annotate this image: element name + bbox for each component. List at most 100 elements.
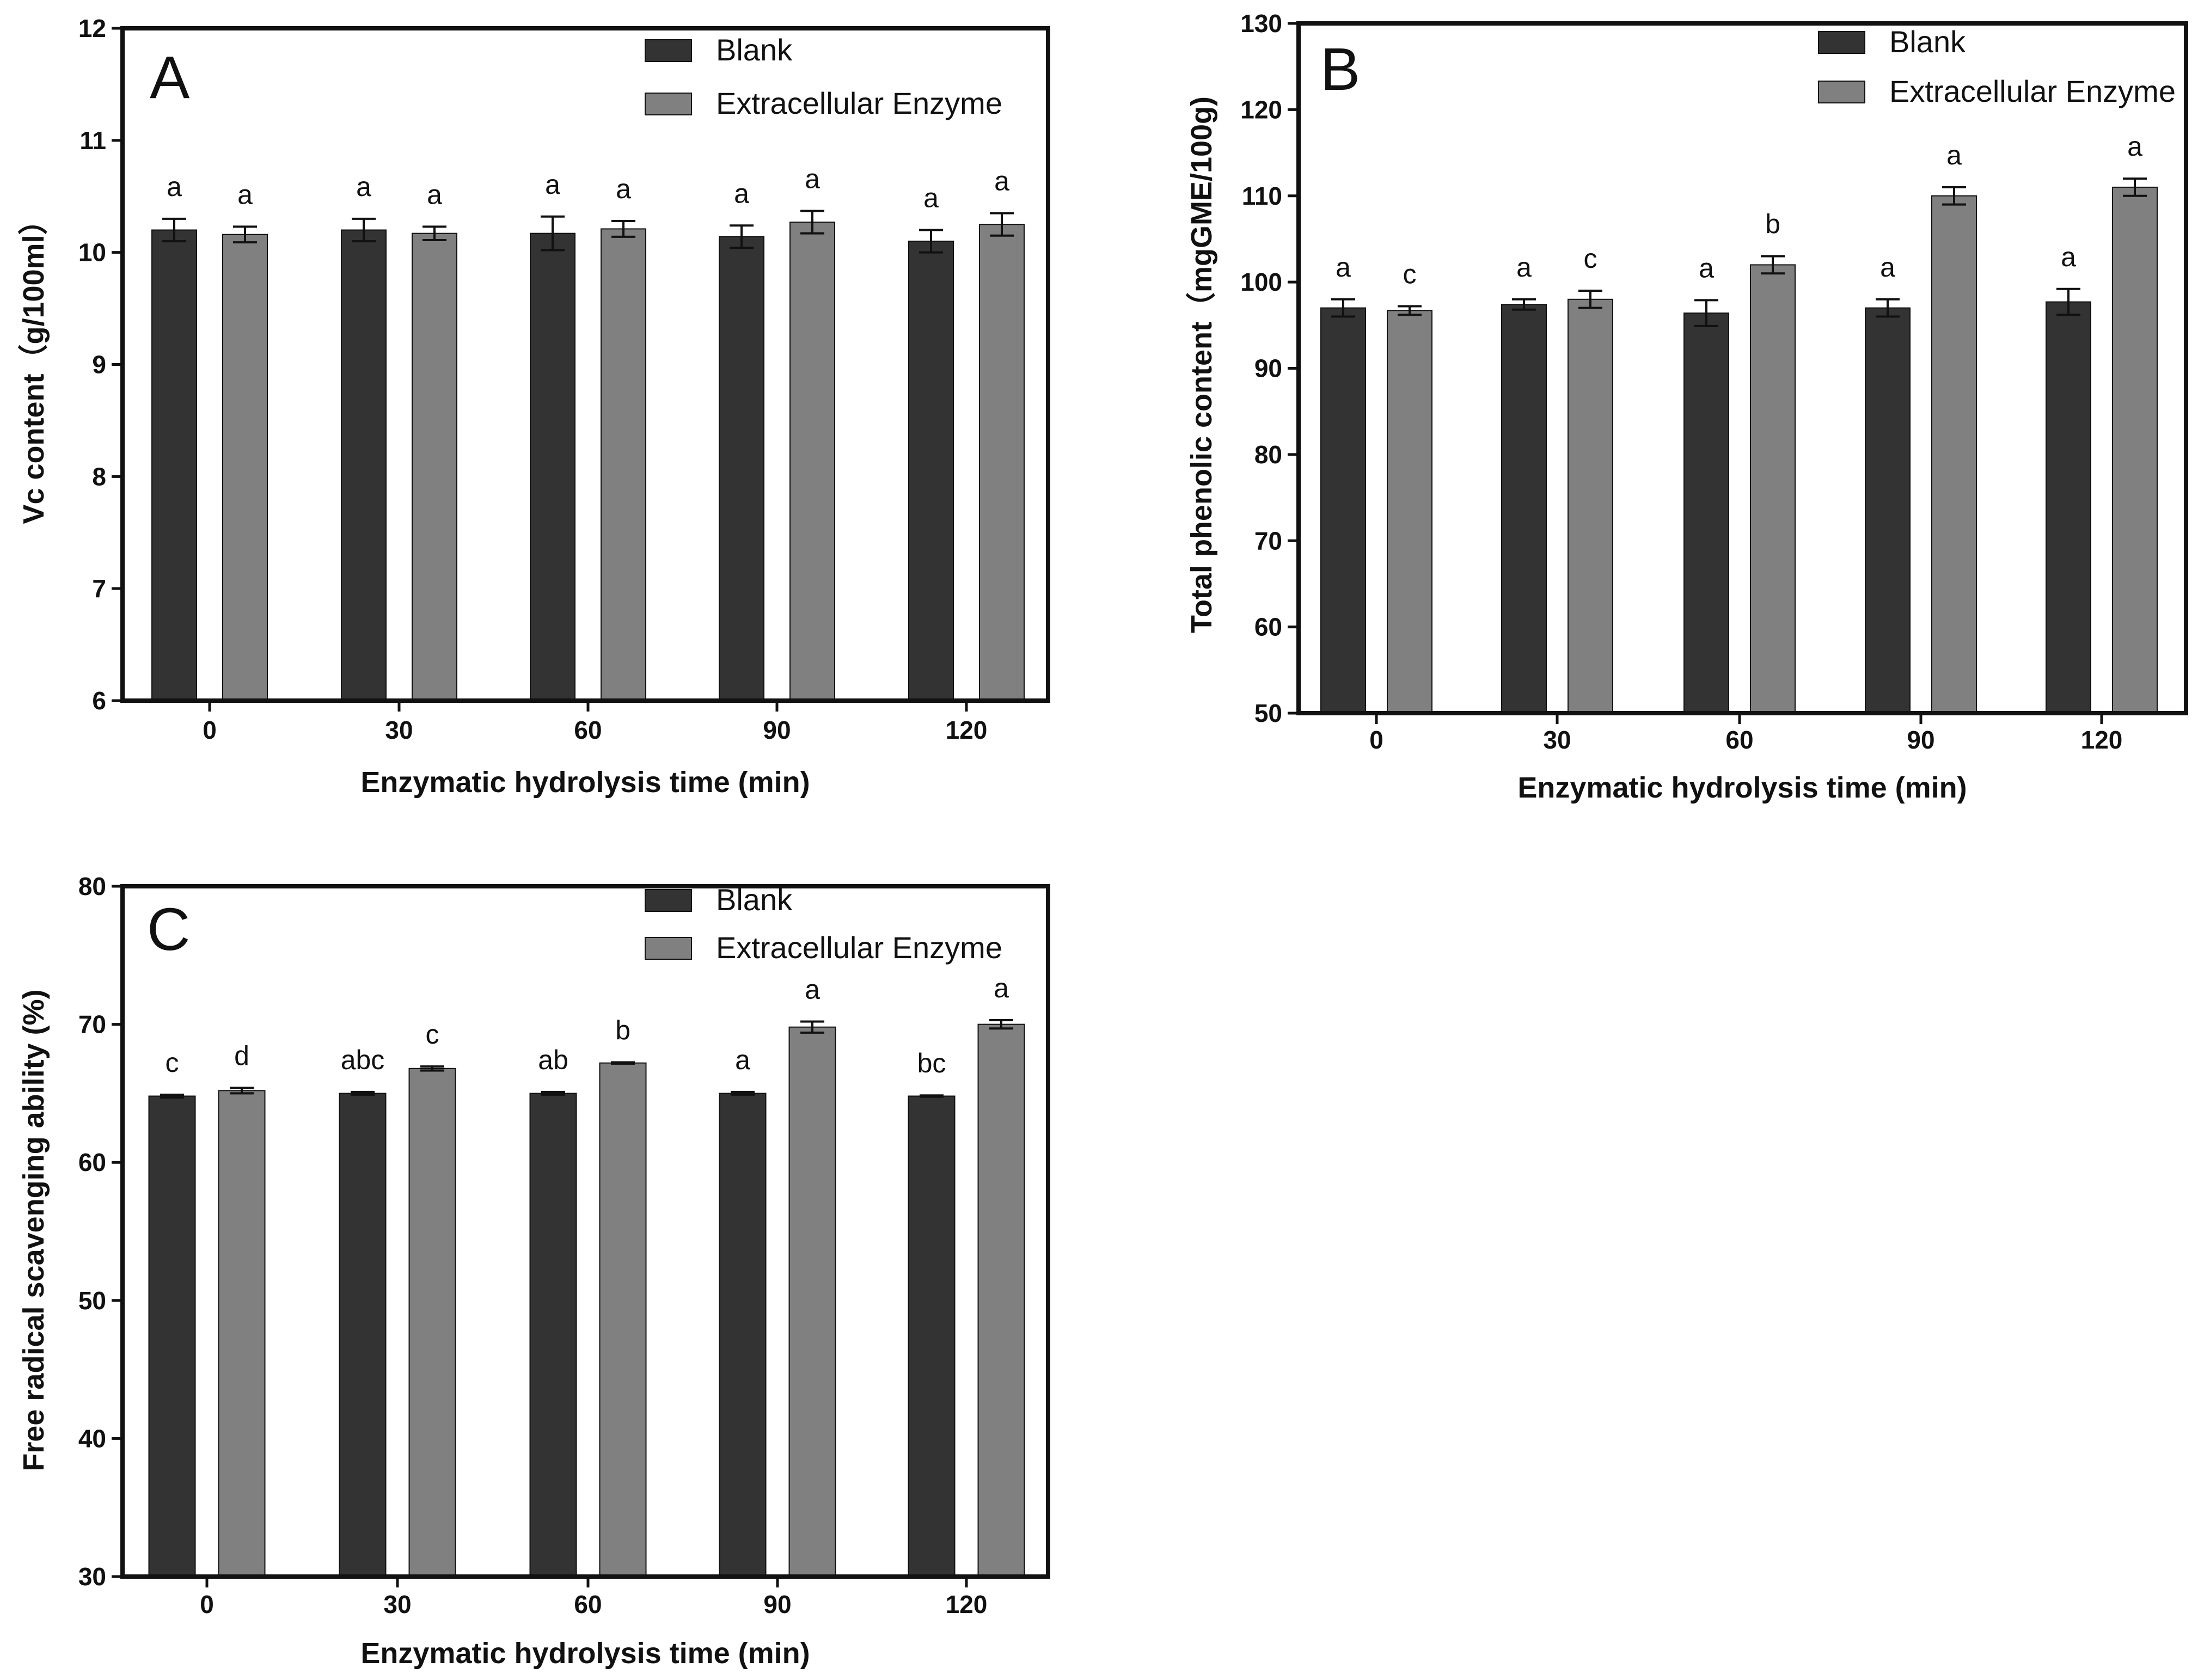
error-bar-enzyme-120: [2123, 177, 2147, 197]
y-tick-label-40: 40: [78, 1424, 106, 1452]
bar-enzyme-60: [599, 1062, 647, 1578]
legend-swatch-blank: [1818, 31, 1865, 54]
error-bar-blank-0: [1331, 298, 1355, 318]
significance-letter-enzyme-60: b: [615, 1015, 630, 1045]
error-bar-enzyme-0: [1398, 305, 1422, 316]
y-tick-label-130: 130: [1240, 9, 1282, 38]
x-axis-label: Enzymatic hydrolysis time (min): [360, 766, 810, 799]
x-tick-label-0: 0: [200, 1590, 214, 1618]
panel-label: B: [1320, 36, 1360, 103]
bar-enzyme-0: [222, 234, 268, 701]
error-bar-blank-60: [1694, 299, 1718, 327]
legend-label-blank: Blank: [716, 882, 793, 917]
error-bar-enzyme-60: [611, 1061, 635, 1065]
bar-enzyme-30: [412, 232, 457, 701]
significance-letter-blank-0: a: [167, 171, 182, 202]
error-bar-enzyme-90: [800, 210, 824, 235]
legend-label-enzyme: Extracellular Enzyme: [716, 930, 1002, 965]
y-tick-label-70: 70: [1254, 526, 1282, 555]
error-bar-blank-0: [160, 1093, 184, 1099]
bar-enzyme-120: [977, 1023, 1025, 1577]
error-bar-blank-30: [351, 1090, 375, 1096]
error-bar-blank-120: [919, 229, 943, 254]
x-tick-label-120: 120: [946, 716, 988, 744]
significance-letter-enzyme-0: c: [1403, 259, 1417, 289]
y-axis-label: Total phenolic content（mgGME/100g): [1185, 96, 1218, 633]
significance-letter-blank-30: a: [1516, 252, 1532, 283]
significance-letter-enzyme-30: c: [1584, 243, 1597, 274]
significance-letter-enzyme-60: a: [616, 174, 631, 204]
significance-letter-enzyme-60: b: [1765, 209, 1780, 240]
x-tick-label-60: 60: [574, 716, 602, 744]
bar-blank-60: [530, 232, 575, 701]
y-tick-label-70: 70: [78, 1010, 106, 1039]
significance-letter-blank-60: a: [1699, 253, 1714, 283]
y-tick-label-6: 6: [92, 686, 106, 715]
chart-panel-b: a a a a a c c b a a 50 60 70 80 90 100 110 120 130 0 30 60 90 1…: [1185, 9, 2188, 804]
bar-blank-60: [529, 1093, 577, 1577]
error-bar-enzyme-30: [1578, 289, 1602, 309]
error-bar-enzyme-120: [989, 1019, 1013, 1030]
error-bar-blank-90: [731, 1090, 755, 1096]
error-bar-enzyme-0: [230, 1087, 254, 1095]
significance-letter-enzyme-120: a: [2127, 131, 2142, 162]
bar-enzyme-30: [1568, 298, 1613, 714]
x-tick-label-30: 30: [1543, 726, 1571, 754]
y-axis-label: Free radical scavenging ability (%): [17, 989, 50, 1471]
y-tick-label-90: 90: [1254, 354, 1282, 383]
y-tick-label-100: 100: [1240, 268, 1282, 296]
bar-blank-30: [339, 1093, 387, 1577]
x-tick-label-90: 90: [1907, 726, 1934, 754]
panel-label: A: [150, 44, 190, 111]
x-tick-label-0: 0: [1369, 726, 1383, 754]
bar-enzyme-90: [789, 222, 835, 701]
y-tick-label-9: 9: [92, 351, 106, 379]
error-bar-enzyme-90: [800, 1020, 824, 1034]
significance-letter-blank-60: ab: [538, 1045, 568, 1075]
bar-blank-90: [719, 1093, 767, 1577]
significance-letter-enzyme-30: c: [426, 1019, 439, 1050]
legend-swatch-enzyme: [645, 93, 692, 115]
legend: Blank Extracellular Enzyme: [645, 33, 1002, 120]
significance-letter-blank-0: a: [1336, 252, 1351, 283]
y-tick-label-10: 10: [78, 238, 106, 267]
x-tick-label-120: 120: [946, 1590, 988, 1618]
x-axis-label: Enzymatic hydrolysis time (min): [1517, 771, 1967, 804]
x-tick-label-30: 30: [383, 1590, 411, 1618]
y-tick-label-80: 80: [1254, 440, 1282, 469]
error-bar-enzyme-60: [1761, 255, 1785, 275]
error-bar-enzyme-0: [233, 225, 257, 244]
legend-label-blank: Blank: [1889, 24, 1966, 59]
bar-enzyme-90: [788, 1026, 836, 1577]
significance-letter-enzyme-0: a: [237, 179, 253, 210]
bar-blank-90: [719, 236, 764, 702]
legend: Blank Extracellular Enzyme: [645, 882, 1002, 965]
error-bar-blank-30: [352, 217, 376, 243]
y-axis-label: Vc content（g/100ml）: [17, 205, 50, 524]
significance-letter-blank-90: a: [735, 1045, 750, 1075]
bar-blank-90: [1865, 307, 1911, 714]
y-tick-label-7: 7: [92, 574, 106, 603]
x-tick-label-30: 30: [385, 716, 413, 744]
legend-label-enzyme: Extracellular Enzyme: [716, 86, 1002, 120]
significance-letter-enzyme-0: d: [234, 1040, 249, 1071]
y-tick-label-30: 30: [78, 1562, 106, 1591]
bar-enzyme-30: [408, 1068, 456, 1577]
bar-blank-0: [148, 1095, 196, 1578]
x-tick-label-0: 0: [203, 716, 217, 744]
bar-blank-0: [151, 229, 197, 701]
bar-blank-30: [341, 229, 387, 701]
y-tick-label-110: 110: [1242, 182, 1282, 210]
error-bar-blank-30: [1512, 298, 1536, 311]
significance-letter-enzyme-120: a: [994, 973, 1009, 1003]
x-axis-label: Enzymatic hydrolysis time (min): [360, 1637, 810, 1670]
legend-swatch-enzyme: [1818, 81, 1865, 103]
error-bar-blank-0: [162, 217, 186, 243]
significance-letter-blank-90: a: [734, 178, 749, 209]
bar-enzyme-0: [1387, 310, 1432, 714]
bar-blank-30: [1501, 304, 1547, 714]
error-bar-blank-60: [541, 215, 565, 252]
